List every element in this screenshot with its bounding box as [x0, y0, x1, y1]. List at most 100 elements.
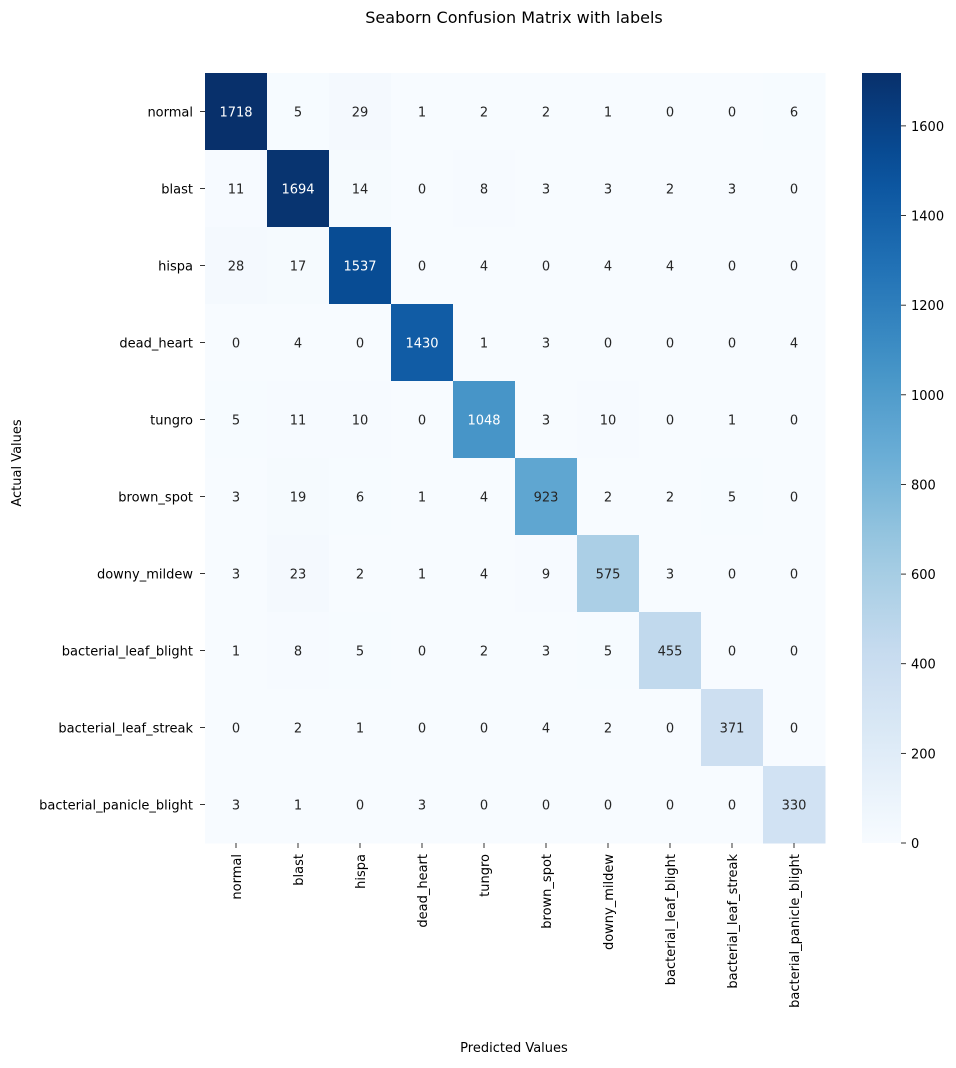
cell-value-label: 0 [232, 722, 240, 737]
cell-value-label: 0 [790, 491, 798, 506]
heatmap-cell [515, 381, 578, 459]
heatmap-cell [267, 535, 330, 613]
heatmap-cell [205, 381, 268, 459]
column-tick-label: dead_heart [416, 854, 431, 928]
row-tick-label: bacterial_leaf_streak [58, 722, 193, 737]
heatmap-cell [763, 766, 826, 844]
heatmap-cell [453, 612, 516, 690]
cell-value-label: 1 [356, 722, 364, 737]
heatmap-cell [639, 381, 702, 459]
row-tick-label: blast [161, 183, 193, 198]
heatmap-cell [515, 73, 578, 151]
heatmap-cell [515, 458, 578, 536]
heatmap-cell [391, 535, 454, 613]
cell-value-label: 575 [596, 568, 621, 583]
cell-value-label: 0 [418, 722, 426, 737]
cell-value-label: 1048 [467, 414, 500, 429]
heatmap-cell [453, 381, 516, 459]
column-tick-label: tungro [478, 854, 493, 897]
column-tick-label: brown_spot [540, 854, 555, 929]
heatmap-cell [329, 689, 392, 767]
heatmap-cell [701, 73, 764, 151]
cell-value-label: 4 [480, 260, 488, 275]
heatmap-cell [205, 535, 268, 613]
heatmap-cell [701, 150, 764, 228]
cell-value-label: 330 [782, 799, 807, 814]
heatmap-cell [329, 458, 392, 536]
cell-value-label: 10 [352, 414, 369, 429]
cell-value-label: 0 [418, 183, 426, 198]
heatmap-cell [453, 535, 516, 613]
cell-value-label: 1 [728, 414, 736, 429]
cell-value-label: 0 [728, 645, 736, 660]
heatmap-cell [267, 150, 330, 228]
cell-value-label: 1 [294, 799, 302, 814]
heatmap-cell [763, 227, 826, 305]
cell-value-label: 4 [542, 722, 550, 737]
heatmap-cell [515, 304, 578, 382]
row-tick-label: downy_mildew [97, 568, 193, 583]
heatmap-cell [267, 73, 330, 151]
cell-value-label: 2 [480, 106, 488, 121]
heatmap-cell [267, 227, 330, 305]
heatmap-cell [267, 766, 330, 844]
heatmap-cell [639, 304, 702, 382]
cell-value-label: 0 [728, 106, 736, 121]
heatmap-cell [701, 381, 764, 459]
heatmap-cell [267, 612, 330, 690]
cell-value-label: 6 [790, 106, 798, 121]
heatmap-cell [329, 304, 392, 382]
heatmap-cell [639, 458, 702, 536]
cell-value-label: 10 [600, 414, 617, 429]
heatmap-cell [639, 227, 702, 305]
cell-value-label: 0 [790, 260, 798, 275]
heatmap-cell [639, 612, 702, 690]
cell-value-label: 0 [790, 568, 798, 583]
column-tick-label: hispa [354, 854, 369, 889]
cell-value-label: 4 [480, 491, 488, 506]
heatmap-cell [453, 227, 516, 305]
cell-value-label: 3 [418, 799, 426, 814]
chart-title: Seaborn Confusion Matrix with labels [365, 8, 662, 27]
row-tick-label: bacterial_panicle_blight [39, 799, 193, 814]
heatmap-cell [391, 381, 454, 459]
column-tick-label: bacterial_panicle_blight [788, 854, 803, 1008]
cell-value-label: 29 [352, 106, 369, 121]
cell-value-label: 3 [542, 645, 550, 660]
cell-value-label: 4 [480, 568, 488, 583]
heatmap-cell [205, 689, 268, 767]
heatmap-cell [329, 150, 392, 228]
cell-value-label: 3 [542, 183, 550, 198]
cell-value-label: 5 [356, 645, 364, 660]
cell-value-label: 1 [418, 568, 426, 583]
cell-value-label: 3 [728, 183, 736, 198]
heatmap-cell [639, 150, 702, 228]
cell-value-label: 0 [418, 645, 426, 660]
heatmap-cell [329, 766, 392, 844]
heatmap-cell [453, 458, 516, 536]
cell-value-label: 5 [294, 106, 302, 121]
cell-value-label: 1694 [281, 183, 314, 198]
row-tick-label: hispa [158, 260, 193, 275]
cell-value-label: 3 [542, 414, 550, 429]
heatmap-cell [701, 535, 764, 613]
cell-value-label: 1718 [219, 106, 252, 121]
colorbar-tick-label: 400 [911, 658, 936, 673]
cell-value-label: 0 [728, 337, 736, 352]
heatmap-cells [205, 73, 826, 844]
heatmap-cell [205, 150, 268, 228]
cell-value-label: 1 [480, 337, 488, 352]
cell-value-label: 0 [604, 337, 612, 352]
heatmap-cell [577, 612, 640, 690]
cell-value-label: 1430 [405, 337, 438, 352]
colorbar-tick-label: 0 [911, 837, 919, 852]
column-tick-labels: normal blast hispa dead_heart tungro brown_sp… [230, 843, 803, 1008]
heatmap-cell [763, 689, 826, 767]
heatmap-cell [763, 458, 826, 536]
cell-value-label: 2 [356, 568, 364, 583]
heatmap-cell [577, 150, 640, 228]
cell-value-label: 3 [232, 491, 240, 506]
heatmap-cell [577, 766, 640, 844]
cell-value-label: 0 [666, 722, 674, 737]
